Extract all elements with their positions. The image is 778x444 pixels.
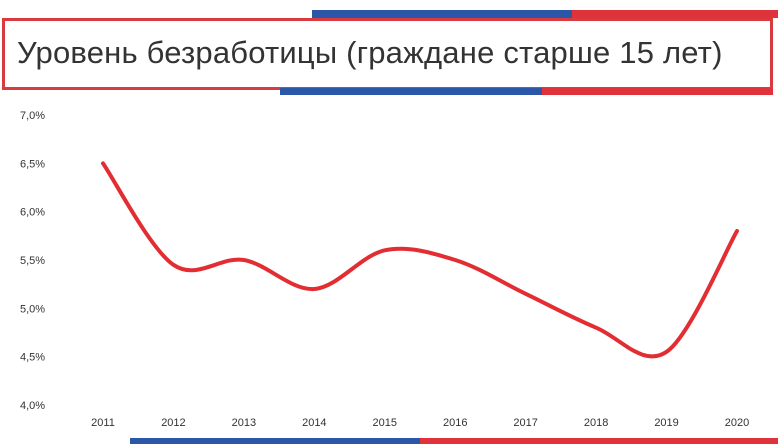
y-tick-label: 7,0% — [20, 110, 45, 122]
y-axis-ticks: 7,0% 6,5% 6,0% 5,5% 5,0% 4,5% 4,0% — [20, 110, 45, 412]
bottom-stripe-blue — [130, 438, 420, 444]
x-tick-label: 2013 — [232, 417, 256, 429]
y-tick-label: 6,0% — [20, 207, 45, 219]
x-tick-label: 2020 — [725, 417, 749, 429]
y-tick-label: 5,0% — [20, 303, 45, 315]
x-tick-label: 2012 — [161, 417, 185, 429]
x-tick-label: 2011 — [91, 417, 115, 429]
y-tick-label: 4,0% — [20, 400, 45, 412]
unemployment-line — [101, 161, 739, 359]
bottom-stripe-red — [420, 438, 778, 444]
x-axis-ticks: 2011 2012 2013 2014 2015 2016 2017 2018 2019 2020 — [91, 417, 749, 429]
x-tick-label: 2018 — [584, 417, 608, 429]
top-stripe-blue — [312, 10, 572, 18]
title-stripe-blue — [280, 88, 542, 95]
x-tick-label: 2019 — [654, 417, 678, 429]
x-tick-label: 2015 — [373, 417, 397, 429]
x-tick-label: 2016 — [443, 417, 467, 429]
y-tick-label: 4,5% — [20, 352, 45, 364]
y-tick-label: 6,5% — [20, 158, 45, 170]
top-stripe-red — [572, 10, 778, 18]
chart-title: Уровень безработицы (граждане старше 15 … — [17, 35, 723, 70]
x-tick-label: 2014 — [302, 417, 326, 429]
title-stripe-red — [542, 88, 773, 95]
x-tick-label: 2017 — [513, 417, 537, 429]
y-tick-label: 5,5% — [20, 255, 45, 267]
